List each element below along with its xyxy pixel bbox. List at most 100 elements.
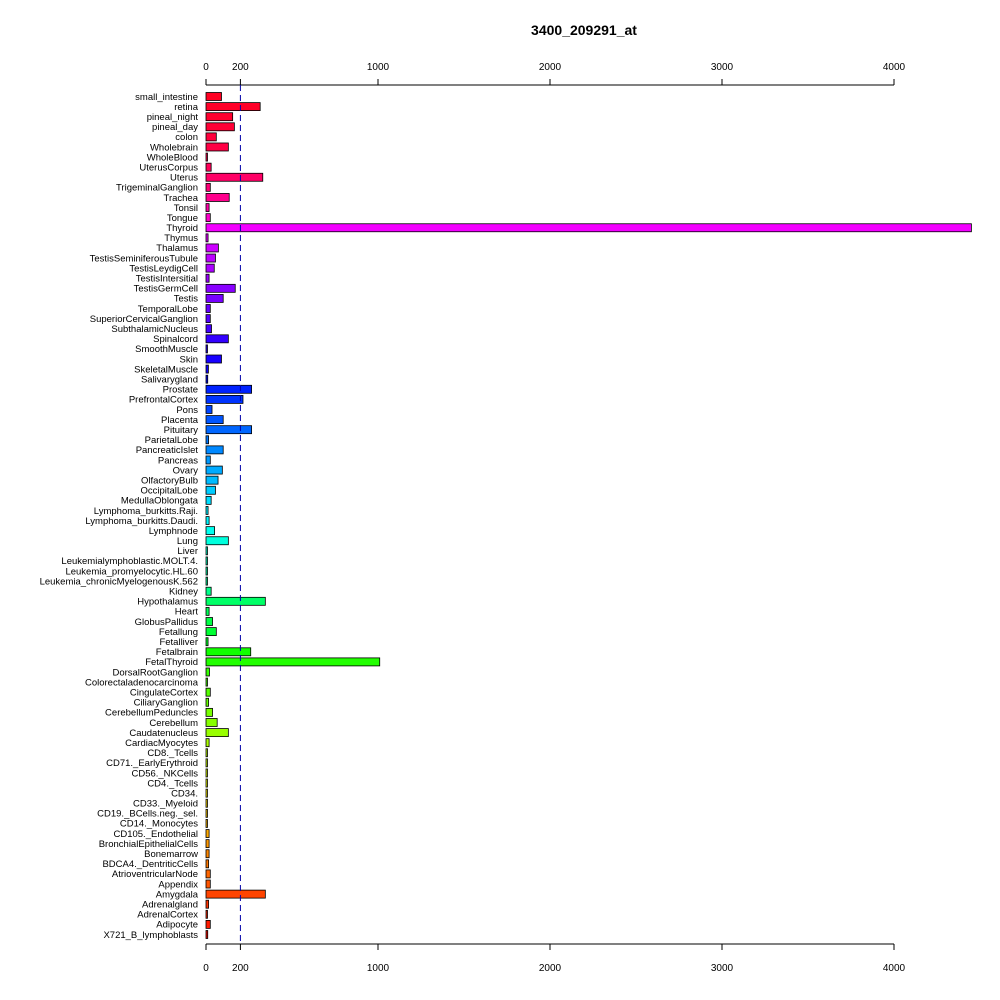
bar bbox=[205, 334, 229, 344]
category-label: SkeletalMuscle bbox=[134, 364, 198, 375]
bar bbox=[205, 152, 208, 162]
bottom-tick-label: 200 bbox=[232, 963, 249, 974]
bar bbox=[205, 829, 210, 838]
category-label: Lung bbox=[177, 536, 198, 547]
category-label: Lymphoma_burkitts.Daudi. bbox=[85, 516, 198, 527]
bar bbox=[205, 707, 213, 717]
bar bbox=[205, 445, 224, 455]
category-label: PancreaticIslet bbox=[136, 445, 199, 456]
category-label: SuperiorCervicalGanglion bbox=[90, 314, 198, 325]
category-label: Heart bbox=[175, 607, 199, 618]
bar bbox=[205, 546, 208, 556]
category-label: BronchialEpithelialCells bbox=[99, 839, 199, 850]
bar bbox=[205, 657, 381, 667]
bar bbox=[205, 304, 211, 313]
category-label: Tonsil bbox=[174, 203, 198, 214]
bar bbox=[205, 425, 252, 435]
bar bbox=[205, 556, 208, 566]
category-label: pineal_night bbox=[147, 112, 199, 123]
category-label: OccipitalLobe bbox=[140, 486, 198, 497]
bar bbox=[205, 415, 224, 424]
category-label: Fetalliver bbox=[159, 637, 198, 648]
bar bbox=[205, 697, 209, 707]
category-label: CD33._Myeloid bbox=[133, 799, 198, 810]
bar bbox=[205, 899, 209, 909]
bar bbox=[205, 253, 216, 263]
bar bbox=[205, 455, 211, 465]
bar bbox=[205, 798, 208, 808]
bar bbox=[205, 324, 212, 334]
bottom-tick-label: 2000 bbox=[539, 963, 562, 974]
bar bbox=[205, 869, 211, 879]
bar bbox=[205, 667, 210, 677]
category-label: Appendix bbox=[158, 879, 198, 890]
bar bbox=[205, 233, 209, 243]
bar bbox=[205, 465, 223, 475]
bar bbox=[205, 435, 209, 445]
bar bbox=[205, 142, 229, 152]
category-label: Testis bbox=[174, 294, 199, 305]
category-label: AdrenalCortex bbox=[137, 910, 198, 921]
category-label: Pancreas bbox=[158, 455, 198, 466]
category-label: Hypothalamus bbox=[137, 597, 198, 608]
bar bbox=[205, 294, 224, 303]
category-label: OlfactoryBulb bbox=[141, 475, 198, 486]
bars-group bbox=[205, 92, 972, 939]
category-label: GlobusPallidus bbox=[135, 617, 199, 628]
category-label: Bonemarrow bbox=[144, 849, 198, 860]
category-label: retina bbox=[174, 102, 198, 113]
bar bbox=[205, 273, 210, 283]
category-label: PrefrontalCortex bbox=[129, 395, 198, 406]
category-label: AtrioventricularNode bbox=[112, 869, 198, 880]
category-label: Colorectaladenocarcinoma bbox=[85, 677, 199, 688]
category-label: BDCA4._DentriticCells bbox=[102, 859, 198, 870]
category-labels: small_intestineretinapineal_nightpineal_… bbox=[40, 92, 199, 941]
category-label: Pituitary bbox=[164, 425, 199, 436]
bar bbox=[205, 576, 208, 586]
bar bbox=[205, 566, 208, 576]
category-label: small_intestine bbox=[135, 92, 198, 103]
category-label: Tongue bbox=[167, 213, 198, 224]
category-label: ParietalLobe bbox=[145, 435, 198, 446]
bar bbox=[205, 364, 209, 374]
bar bbox=[205, 172, 264, 182]
category-label: CD71._EarlyErythroid bbox=[106, 758, 198, 769]
bar bbox=[205, 344, 208, 354]
top-tick-label: 3000 bbox=[711, 62, 734, 73]
bar bbox=[205, 263, 215, 273]
category-label: Trachea bbox=[164, 193, 199, 204]
bar bbox=[205, 889, 266, 899]
bar bbox=[205, 394, 244, 404]
category-label: CiliaryGanglion bbox=[134, 698, 198, 709]
bar bbox=[205, 758, 208, 768]
category-label: Caudatenucleus bbox=[129, 728, 198, 739]
bar bbox=[205, 314, 211, 324]
bottom-x-axis: 0 200 1000 2000 3000 4000 bbox=[203, 943, 906, 974]
bar bbox=[205, 859, 209, 869]
bottom-tick-label: 1000 bbox=[367, 963, 390, 974]
category-label: Cerebellum bbox=[149, 718, 198, 729]
category-label: TrigeminalGanglion bbox=[116, 183, 198, 194]
bar bbox=[205, 162, 212, 172]
bottom-tick-label: 4000 bbox=[883, 963, 906, 974]
category-label: Spinalcord bbox=[153, 334, 198, 345]
category-label: TestisSeminiferousTubule bbox=[90, 253, 198, 264]
category-label: colon bbox=[175, 132, 198, 143]
category-label: Salivarygland bbox=[141, 374, 198, 385]
bar bbox=[205, 122, 235, 132]
category-label: Fetalbrain bbox=[156, 647, 198, 658]
category-label: pineal_day bbox=[152, 122, 198, 133]
category-label: CD4._Tcells bbox=[147, 778, 198, 789]
category-label: CerebellumPeduncles bbox=[105, 708, 198, 719]
category-label: CD14._Monocytes bbox=[120, 819, 198, 830]
bar bbox=[205, 849, 210, 859]
category-label: TestisLeydigCell bbox=[129, 263, 198, 274]
category-label: CingulateCortex bbox=[130, 687, 198, 698]
bar bbox=[205, 607, 210, 616]
bar bbox=[205, 677, 208, 687]
top-x-axis: 0 200 1000 2000 3000 4000 bbox=[203, 62, 906, 86]
chart-title: 3400_209291_at bbox=[531, 22, 637, 38]
bar bbox=[205, 808, 208, 818]
category-label: Adrenalgland bbox=[142, 900, 198, 911]
